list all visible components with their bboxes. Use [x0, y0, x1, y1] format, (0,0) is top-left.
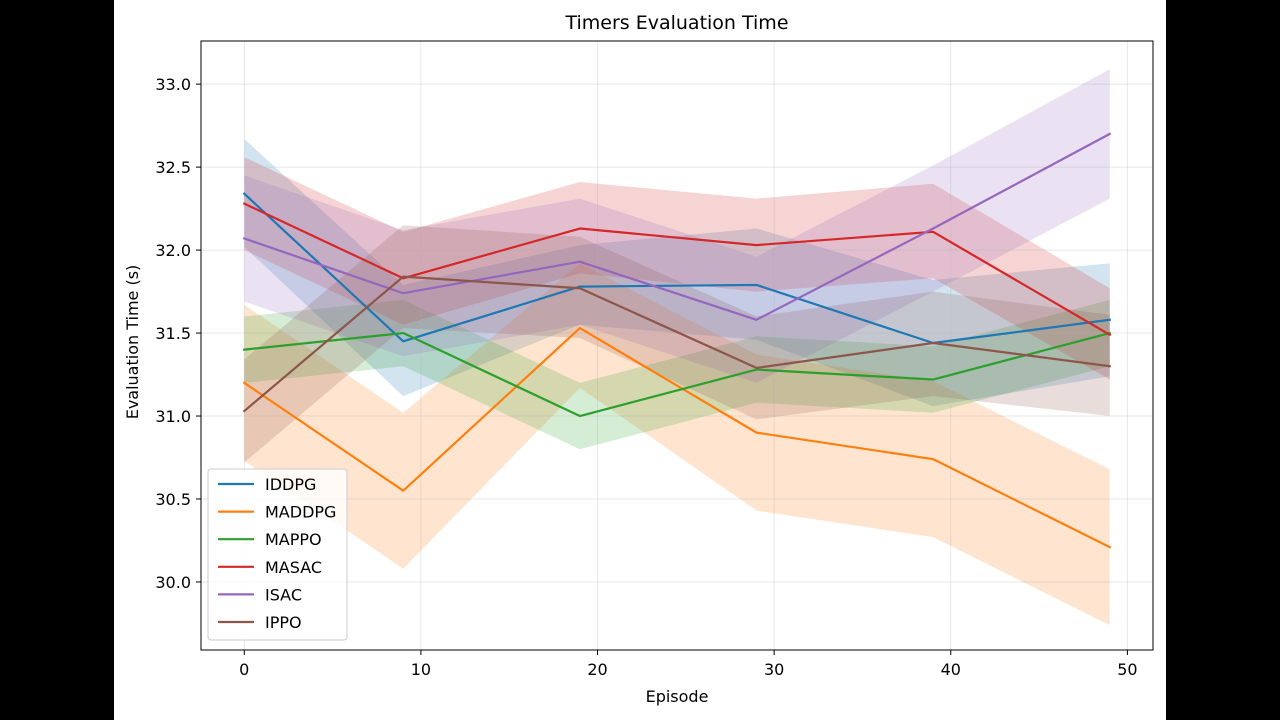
x-tick-label: 50: [1117, 660, 1137, 679]
x-tick-label: 40: [941, 660, 961, 679]
chart-title: Timers Evaluation Time: [564, 12, 788, 34]
x-tick-label: 0: [239, 660, 249, 679]
y-tick-label: 30.0: [155, 573, 191, 592]
legend-label: IDDPG: [265, 475, 316, 494]
y-axis-label: Evaluation Time (s): [123, 265, 142, 420]
legend-item-isac: ISAC: [218, 585, 302, 604]
legend-label: MADDPG: [265, 503, 336, 522]
line-iddpg: [242, 192, 1111, 345]
line-isac: [242, 132, 1112, 321]
y-tick-label: 30.5: [155, 490, 191, 509]
band-isac: [244, 69, 1110, 383]
legend-item-ippo: IPPO: [218, 613, 302, 632]
confidence-bands: [244, 69, 1110, 626]
legend-item-masac: MASAC: [218, 558, 322, 577]
x-axis-ticks: 0 10 20 30 40 50: [239, 650, 1138, 679]
line-ippo: [242, 275, 1111, 413]
legend-label: MAPPO: [265, 530, 322, 549]
legend-label: MASAC: [265, 558, 322, 577]
chart: Timers Evaluation Time 0 10 20 30 40 50 30.03…: [123, 12, 1154, 706]
y-tick-label: 31.0: [155, 407, 191, 426]
figure: Timers Evaluation Time 0 10 20 30 40 50 30.0 3…: [114, 0, 1166, 720]
series-lines: [242, 132, 1112, 549]
plot-frame: [200, 40, 1154, 651]
legend-item-mappo: MAPPO: [218, 530, 322, 549]
legend-label: ISAC: [265, 585, 302, 604]
line-masac: [242, 202, 1112, 337]
x-tick-label: 10: [411, 660, 431, 679]
band-maddpg: [244, 263, 1110, 626]
band-masac: [244, 157, 1110, 380]
x-axis-label: Episode: [646, 687, 709, 706]
y-axis-ticks: 30.0 30.5 31.0 31.5 32.0 32.5 33.0: [155, 75, 201, 592]
band-ippo: [244, 225, 1110, 463]
y-tick-label: 32.5: [155, 158, 191, 177]
legend-label: IPPO: [265, 613, 302, 632]
legend-item-maddpg: MADDPG: [218, 503, 336, 522]
y-tick-label: 31.5: [155, 324, 191, 343]
y-tick-label: 32.0: [155, 241, 191, 260]
legend-item-iddpg: IDDPG: [218, 475, 316, 494]
band-iddpg: [244, 138, 1110, 407]
y-tick-label: 33.0: [155, 75, 191, 94]
legend: IDDPG MADDPG MAPPO MASAC ISAC IPPO: [207, 468, 348, 641]
x-tick-label: 20: [587, 660, 607, 679]
band-mappo: [244, 299, 1110, 450]
line-maddpg: [242, 326, 1112, 549]
line-mappo: [243, 331, 1112, 418]
x-tick-label: 30: [764, 660, 784, 679]
